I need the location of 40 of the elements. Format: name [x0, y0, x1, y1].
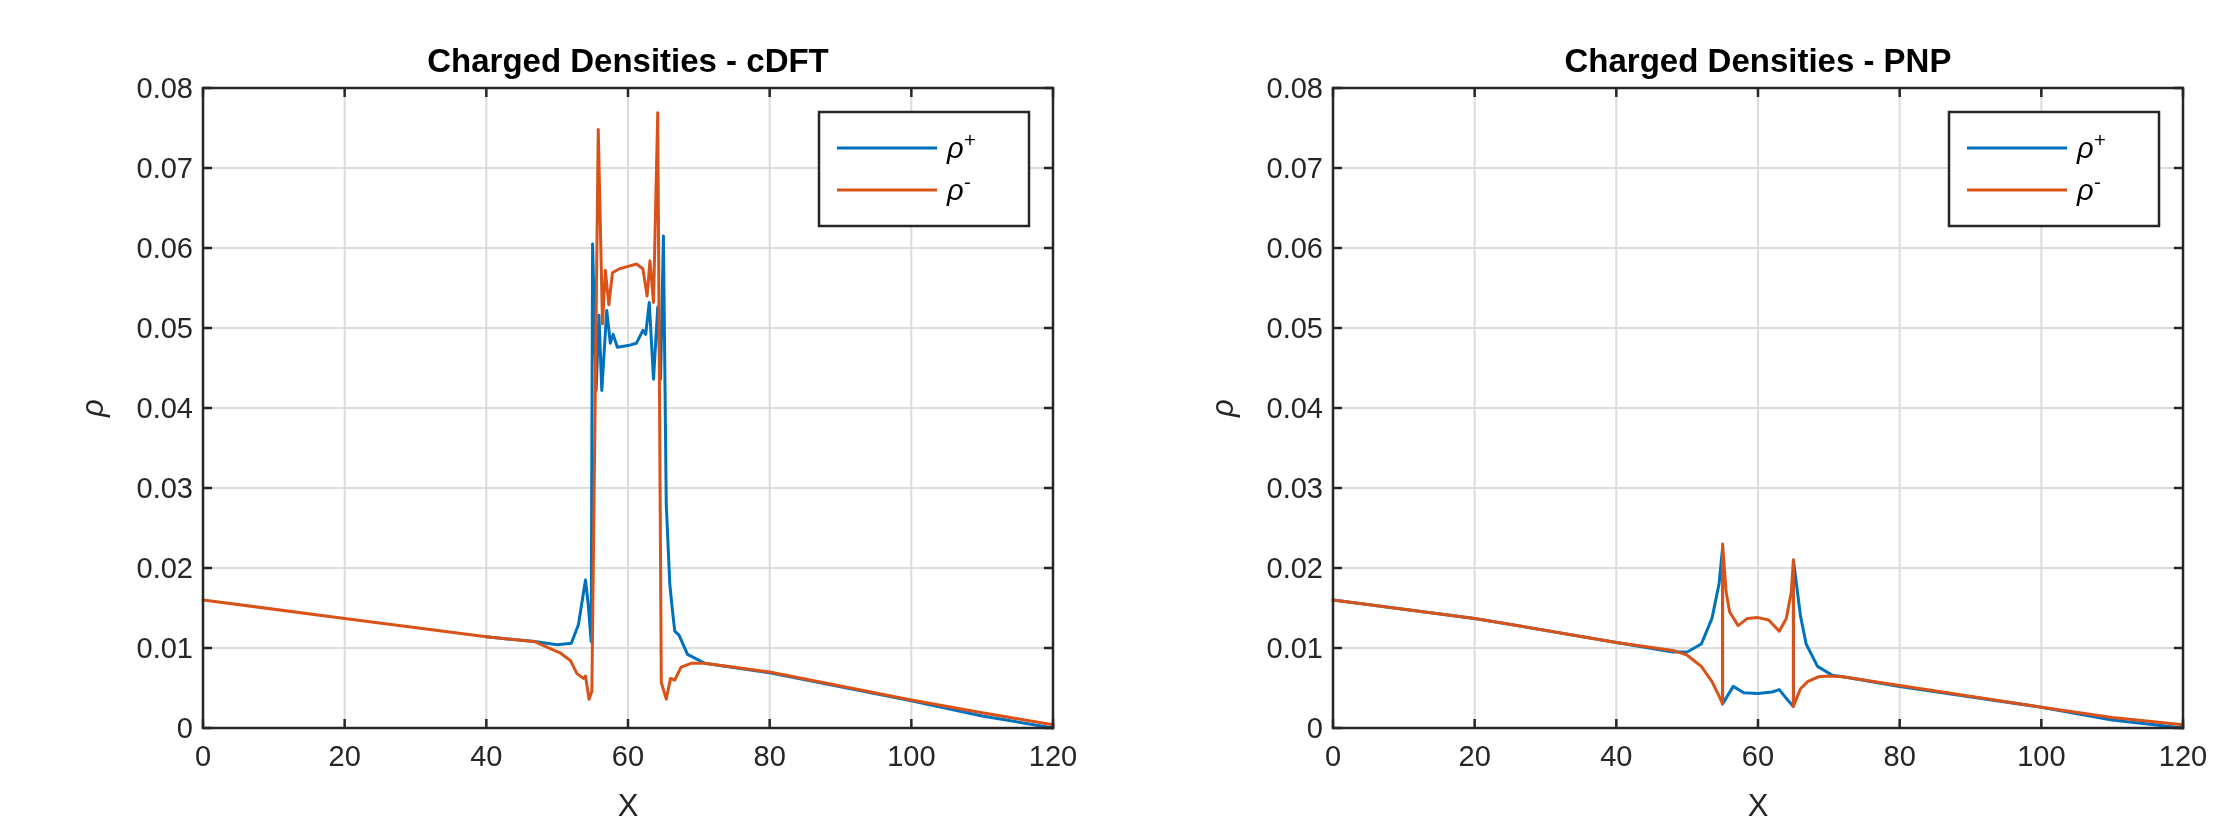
x-tick-label: 60 — [611, 740, 645, 772]
x-tick-label: 60 — [1741, 740, 1775, 772]
x-tick-label: 80 — [1883, 740, 1916, 772]
chart-title: Charged Densities - PNP — [1564, 42, 1952, 79]
y-tick-label: 0.02 — [136, 552, 193, 585]
y-tick-label: 0.04 — [1266, 392, 1323, 425]
y-tick-label: 0.02 — [1266, 552, 1323, 585]
x-axis-title: X — [1747, 788, 1769, 823]
y-tick-label: 0.04 — [136, 392, 193, 425]
x-tick-label: 120 — [2158, 740, 2208, 772]
y-tick-label: 0.06 — [136, 232, 193, 265]
x-tick-label: 100 — [2017, 740, 2066, 772]
y-tick-label: 0.08 — [136, 72, 193, 105]
x-tick-label: 40 — [470, 740, 503, 772]
x-tick-label: 100 — [887, 740, 936, 772]
y-tick-label: 0.05 — [136, 312, 193, 345]
x-tick-label: 120 — [1028, 740, 1078, 772]
legend-label: ρ$^{-}$ — [946, 171, 971, 207]
y-axis-title: ρ — [1205, 399, 1240, 418]
x-tick-label: 20 — [328, 740, 361, 772]
x-tick-label: 40 — [1600, 740, 1633, 772]
y-tick-label: 0.01 — [1266, 632, 1323, 665]
x-tick-label: 80 — [753, 740, 786, 772]
legend-label: ρ$^{+}$ — [2076, 129, 2106, 165]
y-tick-label: 0.05 — [1266, 312, 1323, 345]
y-tick-label: 0 — [1306, 712, 1323, 745]
y-tick-label: 0.03 — [136, 472, 193, 505]
y-tick-label: 0.01 — [136, 632, 193, 665]
y-axis-title: ρ — [75, 399, 110, 418]
y-tick-label: 0.07 — [1266, 152, 1323, 185]
legend-label: ρ$^{-}$ — [2076, 171, 2101, 207]
y-tick-label: 0.03 — [1266, 472, 1323, 505]
y-tick-label: 0.07 — [136, 152, 193, 185]
x-tick-label: 20 — [1458, 740, 1491, 772]
y-tick-label: 0.06 — [1266, 232, 1323, 265]
chart-title: Charged Densities - cDFT — [427, 42, 829, 79]
y-tick-label: 0.08 — [1266, 72, 1323, 105]
legend-label: ρ$^{+}$ — [946, 129, 976, 165]
y-tick-label: 0 — [176, 712, 193, 745]
x-axis-title: X — [617, 788, 639, 823]
